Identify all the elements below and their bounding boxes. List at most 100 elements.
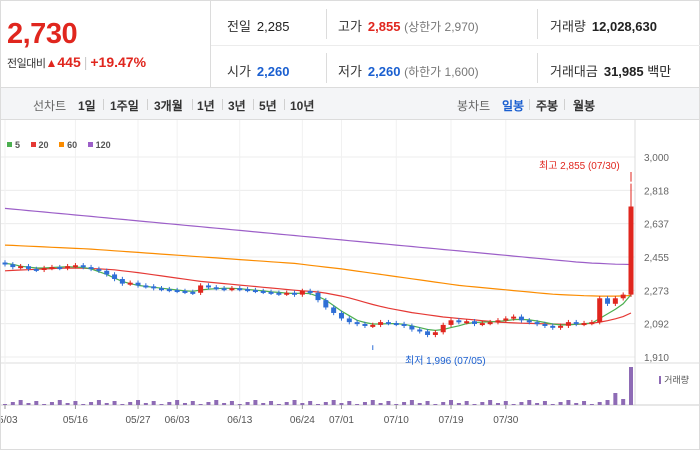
volume-bar [394, 404, 399, 405]
period-1d[interactable]: 1일 [78, 99, 96, 113]
price-box: 2,730 전일대비▲445 | +19.47% [1, 1, 211, 89]
stock-chart[interactable]: 3,000 2,818 2,637 2,455 2,273 2,092 1,910 05/03… [0, 120, 700, 450]
candle-body [25, 266, 31, 269]
candle-body [511, 316, 517, 319]
quote-summary: 2,730 전일대비▲445 | +19.47% 전일 2,285 고가 2,855 (… [0, 0, 700, 89]
period-1w[interactable]: 1주일 [110, 99, 139, 113]
candle-body [612, 298, 618, 304]
volume-bar [42, 404, 47, 405]
period-5y[interactable]: 5년 [259, 99, 277, 113]
candle-body [385, 322, 391, 325]
candle-body [440, 324, 446, 333]
period-3m[interactable]: 3개월 [154, 99, 183, 113]
candle-body [96, 268, 102, 271]
high-cell: 고가 2,855 (상한가 2,970) [338, 16, 479, 35]
volume-bar [214, 400, 219, 405]
volume-bar [206, 402, 211, 405]
volume-bar [159, 404, 164, 405]
volume-bar [284, 402, 289, 405]
y-tick-label: 2,455 [644, 253, 669, 264]
volume-bar [81, 404, 86, 405]
candle-daily[interactable]: 일봉 [502, 99, 525, 113]
period-1y[interactable]: 1년 [197, 99, 215, 113]
y-tick-label: 2,818 [644, 186, 669, 197]
candle-body [245, 289, 251, 292]
volume-bar [339, 403, 344, 405]
candle-monthly[interactable]: 월봉 [573, 99, 596, 113]
candle-body [362, 323, 368, 326]
candle-body [33, 268, 39, 271]
candle-body [143, 285, 149, 288]
candle-body [292, 292, 298, 295]
volume-bar [386, 401, 391, 405]
candle-body [299, 290, 305, 295]
volume-bar [480, 402, 485, 405]
prev-close-value: 2,285 [256, 19, 290, 34]
volume-bar [151, 401, 156, 405]
legend-ma60: 60 [59, 140, 77, 150]
candle-body [378, 322, 384, 325]
candle-body [346, 318, 352, 323]
candle-body [18, 266, 24, 269]
candle-body [104, 270, 110, 275]
candle-body [159, 288, 164, 291]
volume-bar [175, 400, 180, 405]
volume-bar [488, 400, 493, 405]
volume-bar [190, 401, 195, 405]
period-3y[interactable]: 3년 [228, 99, 246, 113]
line-chart-label: 선차트 [33, 99, 67, 113]
volume-bar [269, 401, 274, 405]
volume-bar [237, 404, 242, 405]
volume-bar [605, 400, 610, 405]
ma-legend: 5 20 60 120 [7, 140, 119, 150]
volume-bar [10, 402, 15, 405]
candle-body [432, 332, 438, 335]
amount-value: 31,985 [603, 64, 644, 79]
volume-bar [104, 403, 109, 405]
candle-body [573, 322, 579, 325]
volume-bar [574, 403, 579, 405]
volume-bar [589, 404, 594, 405]
candle-body [605, 298, 611, 304]
candle-body [628, 206, 634, 289]
candle-body [495, 320, 501, 323]
volume-bar [57, 400, 62, 405]
candle-body [338, 312, 344, 319]
open-value: 2,260 [256, 64, 290, 79]
candle-body [323, 300, 329, 308]
period-10y[interactable]: 10년 [290, 99, 315, 113]
volume-bar [323, 402, 328, 405]
volume-bar [613, 393, 618, 405]
period-divider [222, 99, 223, 110]
quote-divider [537, 53, 538, 83]
candle-body [237, 288, 243, 291]
volume-bar [245, 402, 250, 405]
candle-body [88, 267, 94, 270]
candle-body [518, 316, 524, 321]
volume-bar [402, 402, 407, 405]
open-label: 시가 [227, 64, 251, 79]
volume-bar [316, 404, 320, 405]
candle-weekly[interactable]: 주봉 [536, 99, 559, 113]
candle-body [487, 322, 493, 325]
candle-body [315, 292, 321, 301]
candle-body [80, 265, 86, 268]
candle-body [370, 324, 376, 327]
volume-bar [89, 402, 94, 405]
candle-body [127, 282, 133, 285]
chart-canvas: 3,000 2,818 2,637 2,455 2,273 2,092 1,910 05/03… [1, 120, 699, 426]
volume-bar [292, 400, 297, 405]
x-tick-label: 05/16 [63, 415, 88, 426]
candle-body [276, 292, 282, 295]
volume-bar [472, 404, 477, 405]
volume-bar [409, 400, 414, 405]
volume-legend: 거래량 [659, 373, 689, 386]
candle-body [174, 290, 180, 293]
candle-body [57, 267, 63, 270]
volume-bar [308, 401, 313, 405]
volume-bar [182, 403, 187, 405]
volume-bar [34, 401, 39, 405]
x-tick-label: 06/24 [290, 415, 315, 426]
candle-body [401, 323, 407, 326]
period-bar: 선차트 1일 1주일 3개월 1년 3년 5년 10년 봉차트 일봉 주봉 월봉 [0, 88, 700, 120]
